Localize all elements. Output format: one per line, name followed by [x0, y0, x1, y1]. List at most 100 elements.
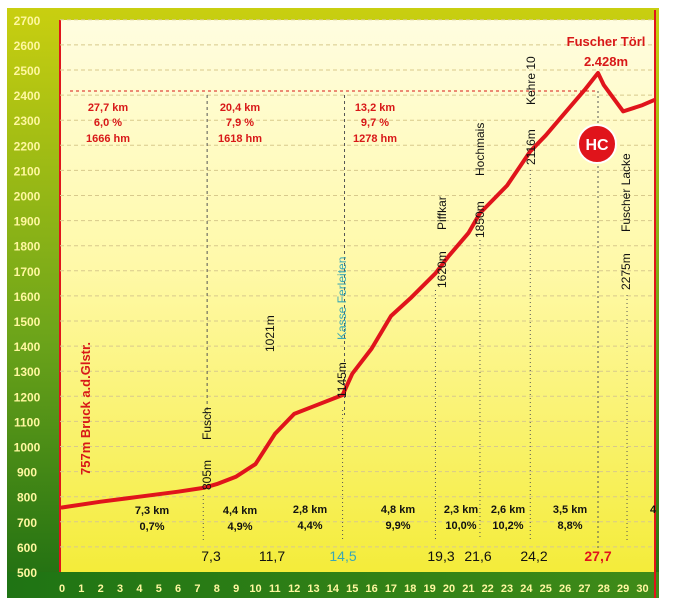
- y-tick-label: 2300: [14, 114, 41, 128]
- segment-grade: 9,9%: [385, 520, 410, 532]
- y-tick-label: 800: [17, 491, 37, 505]
- summit-name: Fuscher Törl: [567, 34, 646, 49]
- summary-hm: 1278 hm: [353, 133, 397, 145]
- x-tick-label: 25: [540, 583, 552, 595]
- km-marker: 11,7: [259, 548, 285, 564]
- y-tick-label: 1900: [14, 215, 41, 229]
- x-tick-label: 4: [136, 583, 143, 595]
- y-tick-label: 2500: [14, 64, 41, 78]
- place-height-1021: 1021m: [263, 315, 277, 352]
- x-tick-label: 12: [288, 583, 300, 595]
- x-tick-label: 21: [462, 583, 474, 595]
- x-tick-label: 8: [214, 583, 220, 595]
- x-tick-label: 7: [194, 583, 200, 595]
- x-axis-ticks: 0 1 2 3 4 5 6 7 8 9 10 11 12 13 14 15 16 17 18 19 20 21 22 23 24…: [59, 583, 649, 595]
- summit-height: 2.428m: [584, 54, 628, 69]
- segment-grade: 4,9%: [227, 521, 252, 533]
- x-tick-label: 2: [98, 583, 104, 595]
- segment-dist: 4,4 km: [223, 505, 257, 517]
- gridlines: [60, 19, 655, 548]
- km-marker: 7,3: [201, 548, 221, 564]
- x-tick-label: 20: [443, 583, 455, 595]
- summary-grade: 9,7 %: [361, 117, 389, 129]
- place-name-lacke: Fuscher Lacke: [619, 153, 633, 232]
- place-height-ferleiten: 1145m: [335, 362, 349, 398]
- y-tick-label: 500: [17, 566, 37, 580]
- elevation-line: [60, 71, 657, 510]
- x-tick-label: 26: [559, 583, 571, 595]
- y-axis-ticks: 500 600 700 800 900 1000 1100 1200 1300 1400 1500 1…: [14, 14, 41, 580]
- x-tick-label: 15: [346, 583, 358, 595]
- y-tick-label: 600: [17, 541, 37, 555]
- x-tick-label: 22: [482, 583, 494, 595]
- segment-dist: 3,5 km: [553, 504, 587, 516]
- y-tick-label: 1300: [14, 365, 41, 379]
- x-tick-label: 30: [636, 583, 648, 595]
- km-marker: 21,6: [464, 548, 491, 564]
- summary-block-2: 20,4 km 7,9 % 1618 hm: [218, 102, 262, 145]
- y-tick-label: 1200: [14, 390, 41, 404]
- place-height-kehre10: 2116m: [524, 129, 538, 165]
- x-tick-label: 29: [617, 583, 629, 595]
- place-name-piffkar: Piffkar: [435, 196, 449, 230]
- x-tick-label: 17: [385, 583, 397, 595]
- y-tick-label: 1100: [14, 415, 40, 429]
- x-tick-label: 1: [78, 583, 84, 595]
- y-tick-label: 1800: [14, 240, 41, 254]
- y-tick-label: 1500: [14, 315, 41, 329]
- segment-dist: 4,8 km: [381, 504, 415, 516]
- segment-dist: 2,3 km: [444, 504, 478, 516]
- segment-grade: 4,4%: [297, 520, 322, 532]
- summary-block-3: 13,2 km 9,7 % 1278 hm: [353, 102, 397, 145]
- summary-hm: 1618 hm: [218, 133, 262, 145]
- segment-dist: 7,3 km: [135, 505, 169, 517]
- place-name-fusch: Fusch: [200, 407, 214, 440]
- summary-grade: 7,9 %: [226, 117, 254, 129]
- hc-badge: [577, 124, 617, 164]
- x-tick-label: 28: [598, 583, 610, 595]
- summary-km: 13,2 km: [355, 102, 396, 114]
- x-tick-label: 19: [424, 583, 436, 595]
- y-tick-label: 2000: [14, 190, 41, 204]
- x-tick-label: 18: [404, 583, 416, 595]
- y-tick-label: 2700: [14, 14, 41, 28]
- x-tick-label: 5: [156, 583, 162, 595]
- place-height-lacke: 2275m: [619, 253, 633, 290]
- km-marker: 24,2: [520, 548, 547, 564]
- x-tick-label: 10: [249, 583, 261, 595]
- x-tick-label: 3: [117, 583, 123, 595]
- y-tick-label: 1000: [14, 441, 41, 455]
- place-name-ferleiten: Kasse Ferleiten: [335, 257, 349, 340]
- hc-badge-label: HC: [585, 137, 609, 154]
- segment-dist: 2,8 km: [293, 504, 327, 516]
- place-height-fusch: 805m: [200, 460, 214, 490]
- place-markers: [202, 95, 628, 540]
- y-tick-label: 700: [17, 516, 37, 530]
- segment-dist: 4: [650, 504, 657, 516]
- km-marker: 14,5: [329, 548, 356, 564]
- segment-grade: 10,2%: [492, 520, 523, 532]
- x-tick-label: 27: [578, 583, 590, 595]
- segment-dist: 2,6 km: [491, 504, 525, 516]
- start-label: 757m Bruck a.d.Glstr.: [78, 342, 93, 475]
- y-tick-label: 1400: [14, 340, 41, 354]
- y-tick-label: 2600: [14, 39, 41, 53]
- x-tick-label: 23: [501, 583, 513, 595]
- km-marker-summit: 27,7: [584, 548, 611, 564]
- segment-grade: 0,7%: [139, 521, 164, 533]
- segment-grade: 10,0%: [445, 520, 476, 532]
- summary-block-1: 27,7 km 6,0 % 1666 hm: [86, 102, 130, 145]
- x-tick-label: 13: [307, 583, 319, 595]
- summary-km: 27,7 km: [88, 102, 129, 114]
- segment-grade: 8,8%: [557, 520, 582, 532]
- y-tick-label: 900: [17, 466, 37, 480]
- y-tick-label: 2200: [14, 139, 41, 153]
- y-tick-label: 2100: [14, 164, 41, 178]
- x-tick-label: 16: [365, 583, 377, 595]
- place-name-kehre10: Kehre 10: [524, 56, 538, 105]
- segment-labels: 7,3 km 0,7% 4,4 km 4,9% 2,8 km 4,4% 4,8 …: [135, 504, 657, 533]
- place-name-hochmais: Hochmais: [473, 123, 487, 176]
- place-height-piffkar: 1620m: [435, 251, 449, 288]
- x-tick-label: 9: [233, 583, 239, 595]
